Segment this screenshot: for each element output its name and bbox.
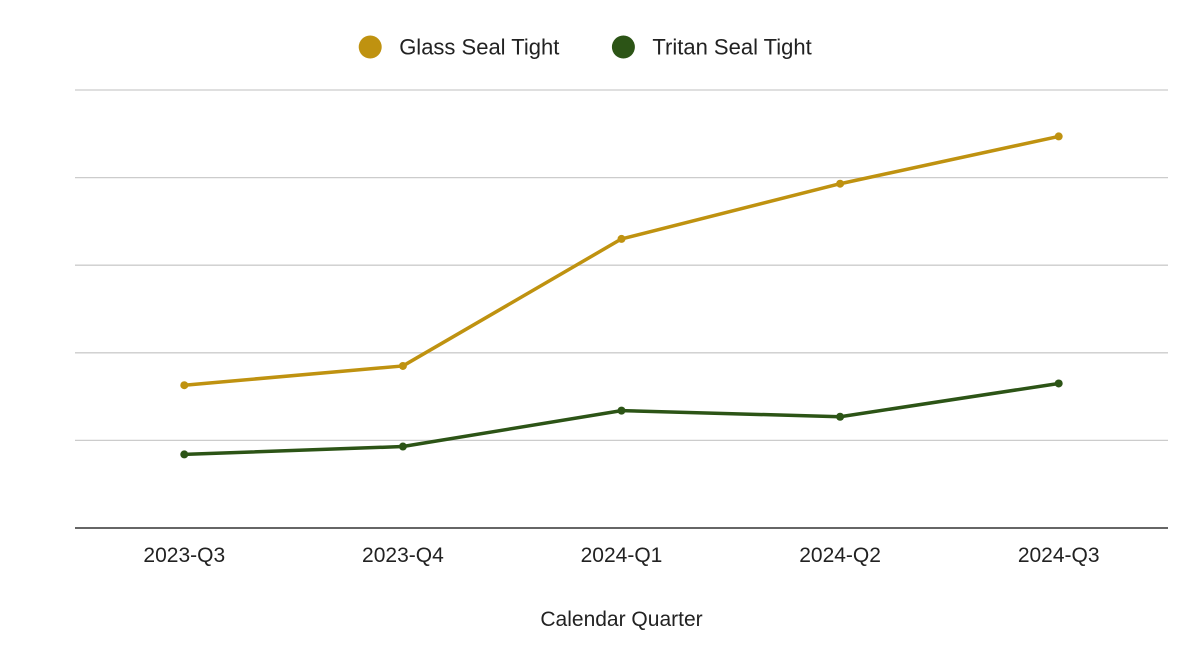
x-tick-label: 2024-Q1 (581, 544, 663, 567)
x-tick-label: 2024-Q2 (799, 544, 881, 567)
legend: Glass Seal Tight Tritan Seal Tight (358, 35, 812, 60)
x-tick-label: 2023-Q3 (143, 544, 225, 567)
data-point (1054, 132, 1063, 141)
data-point (1054, 379, 1063, 388)
data-point (180, 381, 189, 390)
x-axis-title: Calendar Quarter (540, 608, 702, 631)
x-tick-label: 2024-Q3 (1018, 544, 1100, 567)
series-line (182, 381, 1061, 457)
data-point (617, 234, 626, 243)
data-point (398, 442, 407, 451)
gridlines (75, 89, 1168, 442)
data-point (836, 179, 845, 188)
data-point (398, 361, 407, 370)
series-layer (180, 132, 1063, 459)
legend-item[interactable]: Tritan Seal Tight (611, 35, 812, 60)
x-tick-label: 2023-Q4 (362, 544, 444, 567)
legend-marker (611, 35, 635, 59)
legend-marker (358, 35, 382, 59)
data-point (617, 406, 626, 415)
series-line (182, 134, 1061, 387)
x-axis-tick-labels: 2023-Q3 2023-Q4 2024-Q1 2024-Q2 2024-Q3 (143, 544, 1099, 567)
series (180, 132, 1063, 390)
data-point (180, 450, 189, 459)
data-point (836, 412, 845, 421)
legend-item[interactable]: Glass Seal Tight (358, 35, 560, 60)
legend-label: Glass Seal Tight (399, 35, 559, 60)
series (180, 379, 1063, 459)
legend-label: Tritan Seal Tight (652, 35, 811, 60)
